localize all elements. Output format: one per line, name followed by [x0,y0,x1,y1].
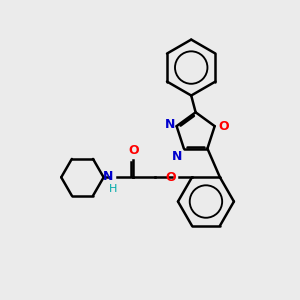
Text: O: O [165,171,176,184]
Text: N: N [165,118,175,131]
Text: H: H [109,184,117,194]
Text: N: N [103,169,113,183]
Text: N: N [172,150,182,163]
Text: O: O [128,144,139,157]
Text: O: O [219,120,230,133]
